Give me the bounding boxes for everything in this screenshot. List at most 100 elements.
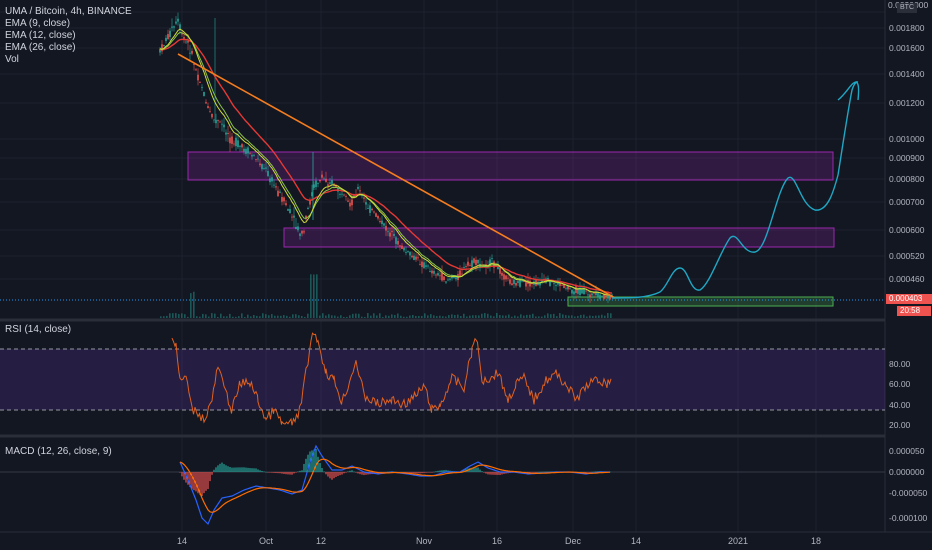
- volume-bar: [370, 315, 372, 318]
- candle-body: [309, 200, 311, 205]
- volume-bar: [502, 315, 504, 318]
- resistance-zone-upper[interactable]: [187, 151, 834, 181]
- candle-body: [451, 275, 453, 279]
- legend-ema-9[interactable]: EMA (9, close): [5, 18, 71, 29]
- candle-body: [511, 283, 513, 286]
- macd-histogram-bar: [301, 470, 303, 472]
- macd-histogram-bar: [429, 472, 431, 473]
- volume-bar: [562, 314, 564, 318]
- macd-histogram-bar: [449, 470, 451, 472]
- candle-body: [181, 32, 183, 35]
- volume-bar: [514, 315, 516, 318]
- volume-bar: [229, 313, 231, 318]
- macd-histogram-bar: [223, 464, 225, 472]
- candle-body: [339, 193, 341, 195]
- macd-histogram-bar: [225, 465, 227, 472]
- descending-trendline[interactable]: [177, 53, 616, 299]
- volume-bar: [166, 315, 168, 318]
- volume-bar: [286, 315, 288, 318]
- volume-bar: [445, 316, 447, 318]
- legend-volume[interactable]: Vol: [5, 54, 19, 65]
- candle-body: [257, 158, 259, 160]
- candle-body: [231, 136, 233, 144]
- macd-histogram-bar: [229, 467, 231, 472]
- macd-histogram-bar: [213, 469, 215, 472]
- macd-histogram-bar: [485, 472, 487, 474]
- candle-body: [307, 207, 309, 210]
- time-axis[interactable]: 14 Oct 12 Nov 16 Dec 14 2021 18: [177, 536, 821, 546]
- macd-histogram-bar: [327, 472, 329, 477]
- candle-body: [265, 167, 267, 169]
- candle-body: [329, 182, 331, 184]
- candle-body: [567, 286, 569, 290]
- support-zone[interactable]: [567, 296, 834, 307]
- rsi-title[interactable]: RSI (14, close): [5, 324, 72, 335]
- volume-bar: [181, 313, 183, 318]
- candle-body: [503, 274, 505, 280]
- candle-body: [245, 148, 247, 154]
- macd-axis[interactable]: 0.000050 0.000000 -0.000050 -0.000100: [889, 446, 928, 523]
- volume-bar: [292, 314, 294, 318]
- volume-bar: [235, 316, 237, 318]
- candle-body: [559, 282, 561, 286]
- candle-body: [227, 132, 229, 134]
- volume-bar: [337, 316, 339, 318]
- candle-body: [321, 174, 323, 178]
- candle-body: [561, 284, 563, 286]
- macd-histogram-bar: [271, 472, 273, 473]
- price-tick: 0.001200: [889, 98, 925, 108]
- ema-26-line: [159, 38, 613, 294]
- volume-bar: [211, 313, 213, 318]
- candle-body: [471, 260, 473, 267]
- candle-body: [251, 155, 253, 157]
- macd-histogram-bar: [283, 472, 285, 474]
- candle-body: [603, 294, 605, 299]
- legend-ema-12[interactable]: EMA (12, close): [5, 30, 76, 41]
- candle-body: [323, 178, 325, 180]
- macd-histogram-bar: [351, 470, 353, 472]
- rsi-axis[interactable]: 80.00 60.00 40.00 20.00: [889, 359, 911, 430]
- volume-bar: [607, 313, 609, 318]
- macd-histogram-bar: [209, 472, 211, 482]
- candle-body: [385, 225, 387, 231]
- macd-histogram-bar: [375, 472, 377, 474]
- volume-bar: [208, 316, 210, 318]
- volume-bar: [322, 313, 324, 318]
- volume-bar: [532, 313, 534, 318]
- macd-histogram-bar: [251, 468, 253, 472]
- price-projection-path[interactable]: [611, 81, 860, 299]
- candle-body: [417, 257, 419, 259]
- macd-histogram-bar: [353, 471, 355, 473]
- macd-histogram-bar: [321, 468, 323, 472]
- macd-histogram-bar: [469, 467, 471, 472]
- macd-histogram-bar: [501, 472, 503, 475]
- candle-body: [217, 120, 219, 122]
- candle-body: [289, 209, 291, 214]
- candle-body: [367, 208, 369, 209]
- macd-histogram-bar: [477, 467, 479, 472]
- volume-bar: [568, 315, 570, 318]
- volume-bar: [172, 313, 174, 318]
- macd-histogram-bar: [491, 472, 493, 475]
- macd-histogram-bar: [435, 471, 437, 472]
- candle-body: [209, 111, 211, 113]
- candle-body: [283, 197, 285, 202]
- macd-histogram-bar: [231, 467, 233, 472]
- candle-body: [303, 231, 305, 233]
- candle-body: [431, 270, 433, 274]
- symbol-title[interactable]: UMA / Bitcoin, 4h, BINANCE: [5, 6, 132, 17]
- volume-bar: [610, 313, 612, 318]
- volume-bar: [586, 316, 588, 318]
- macd-title[interactable]: MACD (12, 26, close, 9): [5, 446, 112, 457]
- candle-body: [363, 197, 365, 199]
- macd-histogram-bar: [355, 472, 357, 473]
- candle-body: [459, 270, 461, 276]
- volume-bar: [277, 315, 279, 318]
- volume-bar: [499, 315, 501, 318]
- legend-ema-26[interactable]: EMA (26, close): [5, 42, 76, 53]
- resistance-zone-lower[interactable]: [283, 227, 835, 248]
- volume-bar: [193, 291, 195, 318]
- candle-body: [435, 274, 437, 276]
- volume-bar: [232, 316, 234, 318]
